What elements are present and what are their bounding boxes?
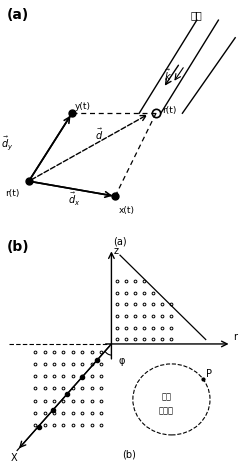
Text: r(t): r(t) bbox=[5, 189, 19, 198]
Text: X: X bbox=[10, 452, 17, 463]
Text: r: r bbox=[233, 332, 237, 342]
Text: φ: φ bbox=[118, 356, 125, 366]
Text: (b): (b) bbox=[122, 449, 136, 459]
Text: 圆弧: 圆弧 bbox=[161, 393, 171, 402]
Text: z: z bbox=[114, 247, 119, 256]
Text: P: P bbox=[206, 369, 212, 379]
Text: r(t): r(t) bbox=[162, 106, 176, 115]
Text: $\vec{d}$: $\vec{d}$ bbox=[96, 126, 104, 142]
Text: $\vec{d}_y$: $\vec{d}_y$ bbox=[1, 134, 13, 152]
Text: $\vec{d}_x$: $\vec{d}_x$ bbox=[68, 191, 81, 208]
Text: 波前: 波前 bbox=[191, 10, 203, 20]
Text: x(t): x(t) bbox=[119, 206, 135, 215]
Text: (a): (a) bbox=[7, 7, 30, 21]
Text: (b): (b) bbox=[7, 240, 30, 254]
Text: $\vec{k}$: $\vec{k}$ bbox=[164, 68, 172, 83]
Text: 传感器: 传感器 bbox=[159, 406, 174, 415]
Text: y(t): y(t) bbox=[74, 103, 90, 111]
Text: (a): (a) bbox=[113, 237, 127, 247]
